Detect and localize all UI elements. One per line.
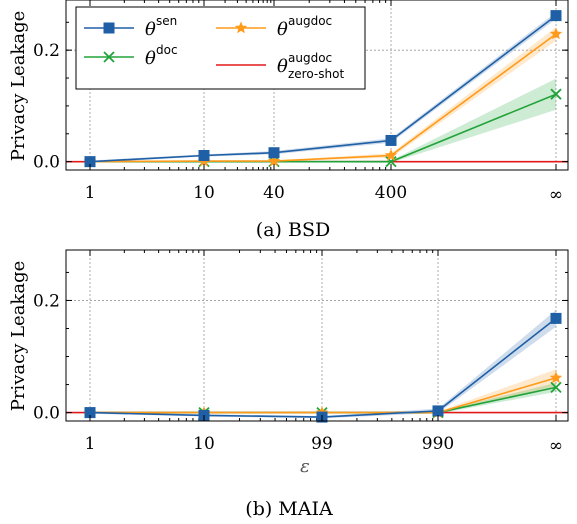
point-doc <box>550 88 562 100</box>
point-sen <box>432 405 444 417</box>
y-tick-label: 0.2 <box>33 291 60 311</box>
x-tick-label: 40 <box>263 183 285 203</box>
legend-label-base: θ <box>277 19 288 40</box>
y-tick-label: 0.0 <box>33 153 60 173</box>
legend-label-sup: doc <box>156 43 178 57</box>
legend-entry-sen: θ sen <box>84 14 177 40</box>
point-augdoc <box>384 149 398 161</box>
x-tick-label: 99 <box>311 434 333 454</box>
point-augdoc <box>549 371 563 384</box>
legend-label-base: θ <box>145 19 156 40</box>
confidence-band-doc <box>90 78 556 163</box>
legend-marker <box>103 22 115 34</box>
legend-label-sup: augdoc <box>288 14 332 28</box>
plot-frame <box>65 249 569 422</box>
x-tick-label: 1 <box>85 434 96 454</box>
point-sen <box>550 10 562 22</box>
plot-frame <box>65 0 569 171</box>
point-sen <box>84 156 96 168</box>
x-tick-label: 10 <box>193 183 215 203</box>
y-axis-label: Privacy Leakage <box>8 11 29 162</box>
subfigure-caption: (a) BSD <box>256 219 330 241</box>
point-sen <box>385 134 397 146</box>
legend-entry-zeroshot: θ augdoc zero-shot <box>216 51 344 81</box>
point-sen <box>550 312 562 324</box>
y-tick-label: 0.0 <box>33 404 60 424</box>
x-tick-label: 400 <box>375 183 407 203</box>
confidence-band-sen <box>90 12 556 163</box>
legend-entry-augdoc: θ augdoc <box>216 14 332 40</box>
point-augdoc <box>267 154 281 167</box>
legend-entry-doc: θ doc <box>84 43 178 69</box>
legend-marker <box>234 21 248 34</box>
legend-label-base: θ <box>277 56 288 77</box>
point-sen <box>198 150 210 162</box>
point-doc <box>385 156 397 168</box>
x-tick-label: 1 <box>85 183 96 203</box>
legend-label-sup: augdoc <box>288 51 332 65</box>
legend-label-sub: zero-shot <box>288 67 344 81</box>
point-sen <box>84 407 96 419</box>
point-sen <box>268 147 280 159</box>
point-doc <box>550 381 562 393</box>
point-augdoc <box>549 27 563 40</box>
y-tick-label: 0.2 <box>33 41 60 61</box>
subfigure-caption: (b) MAIA <box>245 498 333 520</box>
x-axis-label: ε <box>300 456 310 477</box>
legend-label-base: θ <box>145 48 156 69</box>
x-tick-label: ∞ <box>549 436 563 456</box>
legend-box <box>75 6 366 90</box>
y-axis-label: Privacy Leakage <box>8 261 29 412</box>
legend-label-sup: sen <box>156 14 177 28</box>
legend-marker <box>103 51 115 63</box>
x-tick-label: ∞ <box>549 185 563 205</box>
x-tick-label: 990 <box>422 434 454 454</box>
x-tick-label: 10 <box>193 434 215 454</box>
